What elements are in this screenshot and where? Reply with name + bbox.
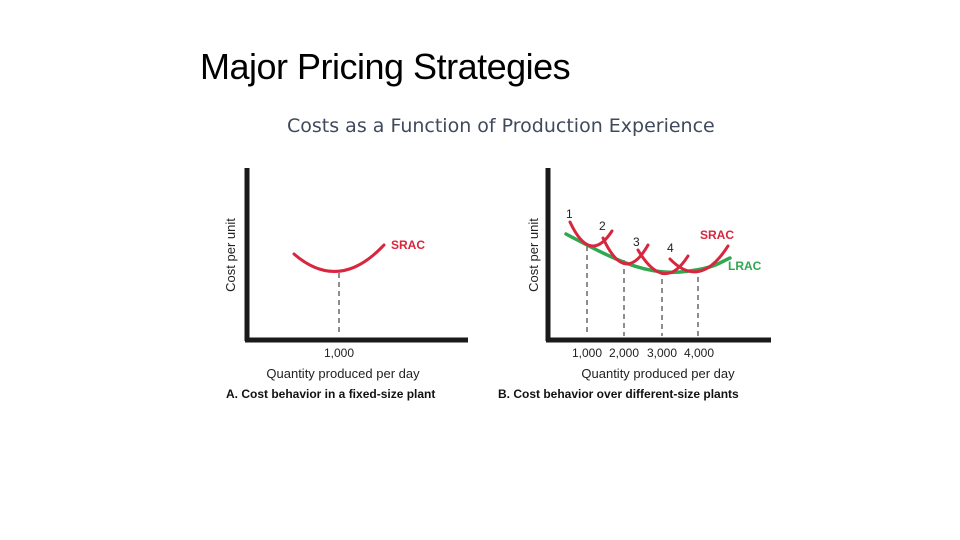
chart-b-x-tick-2000: 2,000 <box>609 346 639 360</box>
chart-b-caption: B. Cost behavior over different-size pla… <box>498 387 739 401</box>
chart-a: Cost per unit SRAC 1,000 Quantity produc… <box>223 168 468 401</box>
slide-title: Major Pricing Strategies <box>200 46 571 87</box>
chart-a-x-label: Quantity produced per day <box>266 366 420 381</box>
chart-a-srac-curve <box>292 243 386 273</box>
chart-b-srac-curve-1 <box>568 220 614 248</box>
chart-a-srac-label: SRAC <box>391 238 425 252</box>
slide-subtitle: Costs as a Function of Production Experi… <box>287 115 715 137</box>
chart-b-x-tick-3000: 3,000 <box>647 346 677 360</box>
chart-b-lrac-label: LRAC <box>728 259 762 273</box>
chart-b-x-tick-1000: 1,000 <box>572 346 602 360</box>
chart-b-srac-curve-4 <box>668 244 730 274</box>
chart-b-srac-label: SRAC <box>700 228 734 242</box>
chart-a-x-tick-1000: 1,000 <box>324 346 354 360</box>
chart-b-srac-curve-3 <box>636 248 690 276</box>
chart-b-x-label: Quantity produced per day <box>581 366 735 381</box>
chart-a-caption: A. Cost behavior in a fixed-size plant <box>226 387 435 401</box>
chart-b-curve-number-2: 2 <box>599 219 606 233</box>
chart-b: Cost per unit 1 2 3 4 SRAC LRAC 1,000 2,… <box>498 168 771 401</box>
chart-b-y-label: Cost per unit <box>526 218 541 292</box>
chart-b-curve-number-1: 1 <box>566 207 573 221</box>
chart-b-curve-number-3: 3 <box>633 235 640 249</box>
chart-b-curve-number-4: 4 <box>667 241 674 255</box>
chart-b-srac-curve-2 <box>601 236 650 266</box>
chart-b-x-tick-4000: 4,000 <box>684 346 714 360</box>
chart-a-y-label: Cost per unit <box>223 218 238 292</box>
